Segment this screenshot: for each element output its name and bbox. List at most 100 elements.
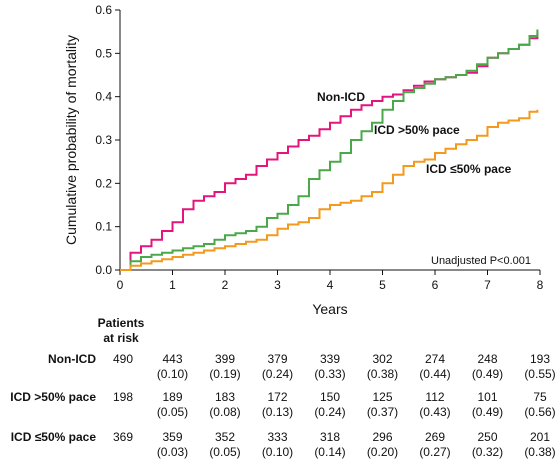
risk-table-header: Patients at risk xyxy=(82,316,160,346)
risk-header-line-1: Patients xyxy=(97,316,145,330)
risk-probability: (0.05) xyxy=(156,405,189,419)
series-label-icd-high-pace: ICD >50% pace xyxy=(374,123,460,137)
risk-count: 75 xyxy=(533,390,547,404)
risk-probability: (0.24) xyxy=(261,367,294,381)
risk-count: 333 xyxy=(267,430,288,444)
risk-probability: (0.24) xyxy=(314,405,346,419)
risk-count: 112 xyxy=(425,390,445,404)
x-tick-label: 4 xyxy=(327,278,334,292)
risk-count: 369 xyxy=(112,430,134,444)
risk-count: 189 xyxy=(162,390,183,404)
risk-probability: (0.49) xyxy=(471,405,504,419)
x-tick-label: 2 xyxy=(222,278,229,292)
risk-cell: 302 (0.38) xyxy=(353,352,413,382)
survival-chart: 0.0 0.1 0.2 0.3 0.4 0.5 0.6 0 1 2 3 4 5 6 7 8 Cumulati… xyxy=(63,3,544,316)
risk-count: 339 xyxy=(319,352,341,366)
risk-cell: 172 (0.13) xyxy=(248,390,308,420)
risk-cell: 150 (0.24) xyxy=(300,390,360,420)
risk-cell: 318 (0.14) xyxy=(300,430,360,460)
risk-cell: 201 (0.38) xyxy=(510,430,560,460)
risk-probability: (0.56) xyxy=(524,405,556,419)
risk-count: 490 xyxy=(112,352,134,366)
x-axis-ticks: 0 1 2 3 4 5 6 7 8 xyxy=(117,270,544,292)
risk-cell: 75 (0.56) xyxy=(510,390,560,420)
risk-count: 250 xyxy=(477,430,498,444)
risk-cell: 399 (0.19) xyxy=(195,352,255,382)
x-tick-label: 1 xyxy=(169,278,176,292)
risk-row-non-icd-label: Non-ICD xyxy=(48,352,96,366)
risk-cell: 296 (0.20) xyxy=(353,430,413,460)
risk-count: 150 xyxy=(319,390,341,404)
x-axis-title: Years xyxy=(312,301,347,316)
risk-count: 269 xyxy=(424,430,446,444)
risk-cell: 250 (0.32) xyxy=(458,430,518,460)
y-tick-label: 0.6 xyxy=(95,3,112,17)
risk-probability: (0.05) xyxy=(209,445,241,459)
risk-probability: (0.43) xyxy=(419,405,451,419)
risk-count: 302 xyxy=(372,352,393,366)
patients-at-risk-table: Patients at risk Non-ICD 490 443 (0.10) 399(… xyxy=(0,316,560,459)
risk-probability: (0.32) xyxy=(471,445,504,459)
risk-count: 183 xyxy=(214,390,236,404)
risk-probability: (0.10) xyxy=(156,367,189,381)
x-tick-label: 3 xyxy=(274,278,281,292)
risk-cell: 274 (0.44) xyxy=(405,352,465,382)
x-tick-label: 0 xyxy=(117,278,124,292)
risk-probability: (0.19) xyxy=(209,367,241,381)
risk-probability: (0.55) xyxy=(524,367,556,381)
risk-cell: 333 (0.10) xyxy=(248,430,308,460)
risk-count: 125 xyxy=(372,390,393,404)
p-value-annotation: Unadjusted P<0.001 xyxy=(431,255,531,267)
risk-count: 193 xyxy=(529,352,551,366)
risk-cell: 193 (0.55) xyxy=(510,352,560,382)
risk-cell: 189 (0.05) xyxy=(143,390,203,420)
risk-probability: (0.10) xyxy=(261,445,294,459)
risk-cell: 379 (0.24) xyxy=(248,352,308,382)
series-label-non-icd: Non-ICD xyxy=(317,90,365,104)
risk-cell: 248 (0.49) xyxy=(458,352,518,382)
risk-cell: 339 (0.33) xyxy=(300,352,360,382)
risk-cell: 198 xyxy=(93,390,153,405)
risk-row-icd-high-pace-label: ICD >50% pace xyxy=(10,390,96,404)
x-tick-label: 7 xyxy=(484,278,491,292)
y-axis-title: Cumulative probability of mortality xyxy=(63,35,79,245)
y-tick-label: 0.1 xyxy=(95,220,112,234)
series-line-non-icd xyxy=(120,33,539,271)
risk-count: 443 xyxy=(162,352,183,366)
risk-cell: 112 (0.43) xyxy=(405,390,465,420)
series-label-icd-low-pace: ICD ≤50% pace xyxy=(426,162,512,176)
risk-cell: 125 (0.37) xyxy=(353,390,413,420)
risk-cell: 352 (0.05) xyxy=(195,430,255,460)
y-tick-label: 0.0 xyxy=(95,263,112,277)
risk-count: 359 xyxy=(162,430,183,444)
risk-probability: (0.20) xyxy=(366,445,399,459)
risk-count: 274 xyxy=(424,352,446,366)
risk-probability: (0.38) xyxy=(366,367,399,381)
risk-count: 352 xyxy=(214,430,236,444)
risk-count: 172 xyxy=(267,390,288,404)
risk-probability: (0.08) xyxy=(209,405,241,419)
risk-count: 248 xyxy=(477,352,498,366)
risk-probability: (0.03) xyxy=(156,445,189,459)
risk-cell: 359 (0.03) xyxy=(143,430,203,460)
series-line-icd-low-pace xyxy=(120,109,539,271)
y-tick-label: 0.2 xyxy=(95,176,112,190)
risk-probability: (0.33) xyxy=(314,367,346,381)
x-tick-label: 5 xyxy=(379,278,386,292)
risk-cell: 183 (0.08) xyxy=(195,390,255,420)
risk-cell: 369 xyxy=(93,430,153,445)
x-tick-label: 8 xyxy=(537,278,544,292)
risk-count: 318 xyxy=(319,430,341,444)
y-tick-label: 0.3 xyxy=(95,133,112,147)
risk-header-line-2: at risk xyxy=(103,331,139,345)
risk-count: 296 xyxy=(372,430,393,444)
risk-count: 399 xyxy=(214,352,236,366)
risk-cell: 443 (0.10) xyxy=(143,352,203,382)
y-tick-label: 0.5 xyxy=(95,46,112,60)
risk-cell: 101 (0.49) xyxy=(458,390,518,420)
risk-count: 379 xyxy=(267,352,288,366)
risk-count: 101 xyxy=(477,390,498,404)
risk-count: 201 xyxy=(529,430,551,444)
risk-probability: (0.13) xyxy=(261,405,294,419)
risk-probability: (0.49) xyxy=(471,367,504,381)
